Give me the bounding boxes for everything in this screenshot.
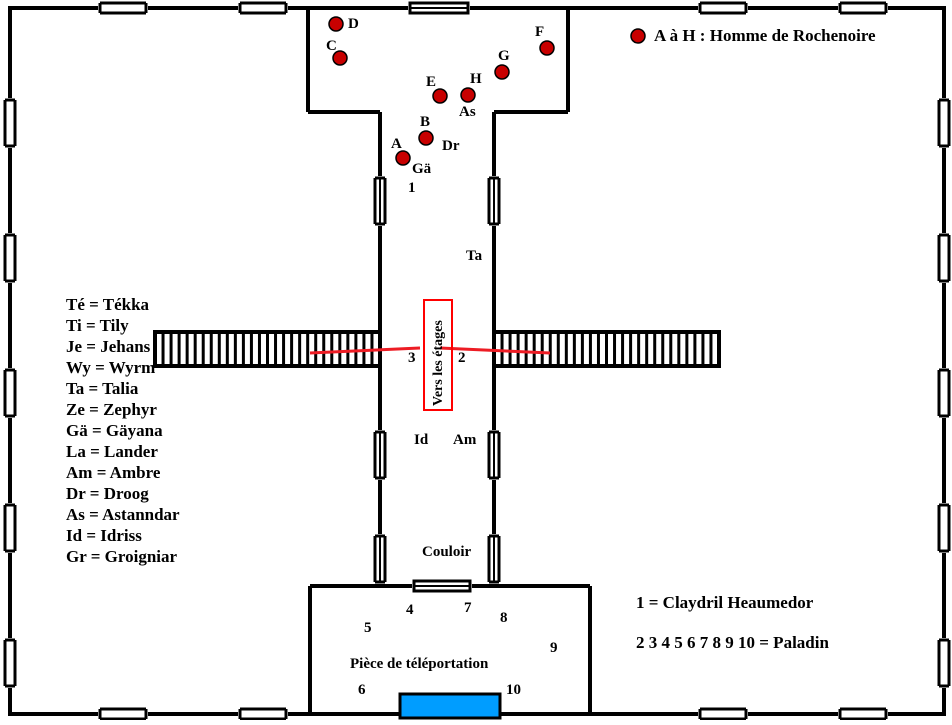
map-label: 10 [506, 682, 521, 698]
map-label: Ta [466, 248, 483, 264]
legend-name-item: Dr = Droog [66, 484, 149, 503]
legend-name-item: Je = Jehans [66, 337, 151, 356]
enemy-marker [461, 88, 475, 102]
map-label: Couloir [422, 544, 472, 560]
enemy-marker [433, 89, 447, 103]
legend-name-item: As = Astanndar [66, 505, 180, 524]
map-label: 9 [550, 640, 558, 656]
legend-name-item: Am = Ambre [66, 463, 161, 482]
legend-name-item: Ze = Zephyr [66, 400, 157, 419]
legend-name-item: Wy = Wyrm [66, 358, 155, 377]
map-label: As [459, 104, 476, 120]
legend-name-item: Gä = Gäyana [66, 421, 163, 440]
map-stage: Vers les étages DC F GH E B A A à H : Homme de … [0, 0, 952, 720]
legend-marker-label: A à H : Homme de Rochenoire [654, 26, 876, 45]
map-label: 3 [408, 350, 416, 366]
map-label: Gä [412, 161, 432, 177]
map-label: 4 [406, 602, 414, 618]
enemy-marker [396, 151, 410, 165]
enemy-marker-label: F [535, 24, 544, 40]
legend-name-item: Ti = Tily [66, 316, 129, 335]
enemy-marker [495, 65, 509, 79]
enemy-marker-label: A [391, 136, 402, 152]
legend-name-item: Id = Idriss [66, 526, 142, 545]
map-label: 7 [464, 600, 472, 616]
enemy-marker-label: D [348, 16, 359, 32]
map-label: 5 [364, 620, 372, 636]
legend-name-item: La = Lander [66, 442, 158, 461]
legend-right-item: 2 3 4 5 6 7 8 9 10 = Paladin [636, 633, 829, 652]
enemy-marker [329, 17, 343, 31]
enemy-marker [540, 41, 554, 55]
legend-name-item: Gr = Groigniar [66, 547, 178, 566]
legend-right-item: 1 = Claydril Heaumedor [636, 593, 814, 612]
enemy-marker-label: C [326, 38, 337, 54]
map-label: Am [453, 432, 477, 448]
map-label: 8 [500, 610, 508, 626]
legend-marker-icon [631, 29, 645, 43]
map-label: 2 [458, 350, 466, 366]
legend-name-item: Ta = Talia [66, 379, 139, 398]
map-svg: Vers les étages DC F GH E B A A à H : Homme de … [0, 0, 952, 720]
map-label: Id [414, 432, 429, 448]
legend-name-item: Té = Tékka [66, 295, 150, 314]
enemy-marker [419, 131, 433, 145]
map-label: Dr [442, 138, 460, 154]
enemy-marker-label: B [420, 114, 430, 130]
enemy-marker-label: E [426, 74, 436, 90]
map-label: 1 [408, 180, 416, 196]
teleport-pad [400, 694, 500, 718]
enemy-marker-label: G [498, 48, 510, 64]
map-label: Pièce de téléportation [350, 656, 489, 672]
enemy-marker-label: H [470, 71, 482, 87]
stairs-label: Vers les étages [431, 320, 446, 406]
map-label: 6 [358, 682, 366, 698]
